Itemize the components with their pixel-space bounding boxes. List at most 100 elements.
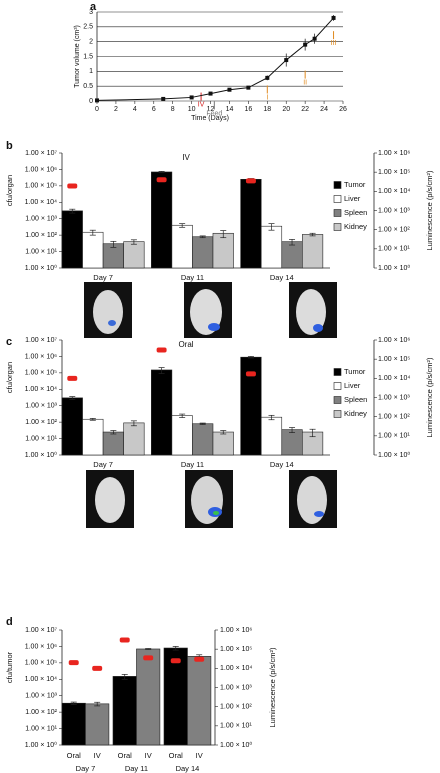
annotation: II [303,79,307,86]
y-tick-label: 1.00 × 10⁷ [25,150,57,157]
y-tick-label: 1.00 × 10⁷ [25,627,57,634]
bar [61,210,83,269]
luminescence-marker [67,375,78,381]
bar [112,676,137,746]
luminescence-marker [170,658,181,664]
luminescence-marker [245,371,256,377]
bar [260,225,283,269]
bar [260,416,283,456]
legend-swatch [333,195,342,203]
annotation: III [331,40,337,47]
y-tick-label: 1.00 × 10⁷ [25,337,57,344]
x-tick-label: 0 [95,106,99,113]
y-tick-label: 1.00 × 10⁵ [25,660,57,667]
bar [171,224,193,269]
bar [85,703,110,746]
point [246,85,251,90]
legend-label: Kidney [344,409,367,418]
y2-tick-label: 1.00 × 10¹ [378,433,410,440]
bar [123,422,145,456]
y-tick-label: 1.00 × 10¹ [25,435,57,442]
legend-label: Kidney [344,222,367,231]
luminescence-marker [92,665,103,671]
line [96,17,334,101]
series-label: IV [145,751,152,760]
legend-swatch [333,223,342,231]
y2-tick-label: 1.00 × 10⁶ [220,627,252,634]
legend-label: Tumor [344,180,366,189]
bar [302,234,324,269]
x-tick-label: 8 [171,106,175,113]
y-tick-label: 1.00 × 10⁴ [25,199,57,206]
legend-swatch [333,181,342,189]
bar [123,241,145,269]
bar [151,369,173,456]
series-label: IV [94,751,101,760]
y-tick-label: 1 [89,68,93,75]
point [161,96,166,101]
y-tick-label: 3 [89,9,93,16]
x-tick-label: 14 [226,106,234,113]
luminescence-marker [119,637,130,643]
bar [281,429,303,456]
y-tick-label: 2.5 [83,24,93,31]
y-tick-label: 1.00 × 10⁰ [25,451,57,459]
x-tick-label: Day 14 [270,273,294,282]
y2-tick-label: 1.00 × 10⁶ [378,337,410,344]
signal [213,511,219,515]
y2-tick-label: 1.00 × 10¹ [378,246,410,253]
y2-tick-label: 1.00 × 10¹ [220,723,252,730]
bar [192,236,214,269]
y2-tick-label: 1.00 × 10⁴ [378,375,410,382]
bar [187,656,212,746]
x-tick-label: 22 [301,106,309,113]
y2-axis-label: Luminescence (p/s/cm²) [425,170,434,251]
point [331,15,336,20]
signal [208,323,220,331]
y2-tick-label: 1.00 × 10² [378,414,410,421]
y2-tick-label: 1.00 × 10⁵ [378,169,410,176]
y-tick-label: 1.00 × 10³ [25,693,57,700]
point [284,58,289,63]
point [208,91,213,96]
y-tick-label: 1.00 × 10¹ [25,248,57,255]
y2-tick-label: 1.00 × 10⁰ [378,264,410,272]
legend-swatch [333,209,342,217]
bar [281,241,303,269]
mouse-body [93,290,123,334]
bar [171,415,193,456]
legend-label: Spleen [344,395,367,404]
y-tick-label: 1.00 × 10³ [25,216,57,223]
y-tick-label: 1.00 × 10¹ [25,725,57,732]
bar [136,648,161,746]
signal [108,320,116,326]
mouse-body [95,477,125,523]
y2-tick-label: 1.00 × 10⁵ [378,356,410,363]
legend-swatch [333,382,342,390]
y-tick-label: 1.00 × 10⁶ [25,643,57,650]
annotation: Feed [206,110,222,117]
point [95,98,99,103]
series-label: Oral [169,751,184,760]
legend-label: Liver [344,381,361,390]
luminescence-marker [143,655,154,661]
x-tick-label: 18 [263,106,271,113]
bar [61,702,86,746]
y2-axis-label: Luminescence (p/s/cm²) [268,647,277,728]
x-tick-label: 4 [133,106,137,113]
luminescence-marker [156,177,167,183]
y-axis-label: cfu/organ [5,362,14,393]
y-tick-label: 1.00 × 10⁴ [25,386,57,393]
chart-title: Oral [178,340,193,349]
y-tick-label: 0 [89,98,93,105]
x-tick-label: 12 [207,106,215,113]
bar [82,418,104,456]
mouse-images-c [86,470,337,528]
luminescence-marker [156,347,167,353]
luminescence-marker [67,183,78,189]
legend-swatch [333,396,342,404]
series-label: Oral [67,751,82,760]
annotation: I [266,94,268,101]
signal [313,324,323,332]
